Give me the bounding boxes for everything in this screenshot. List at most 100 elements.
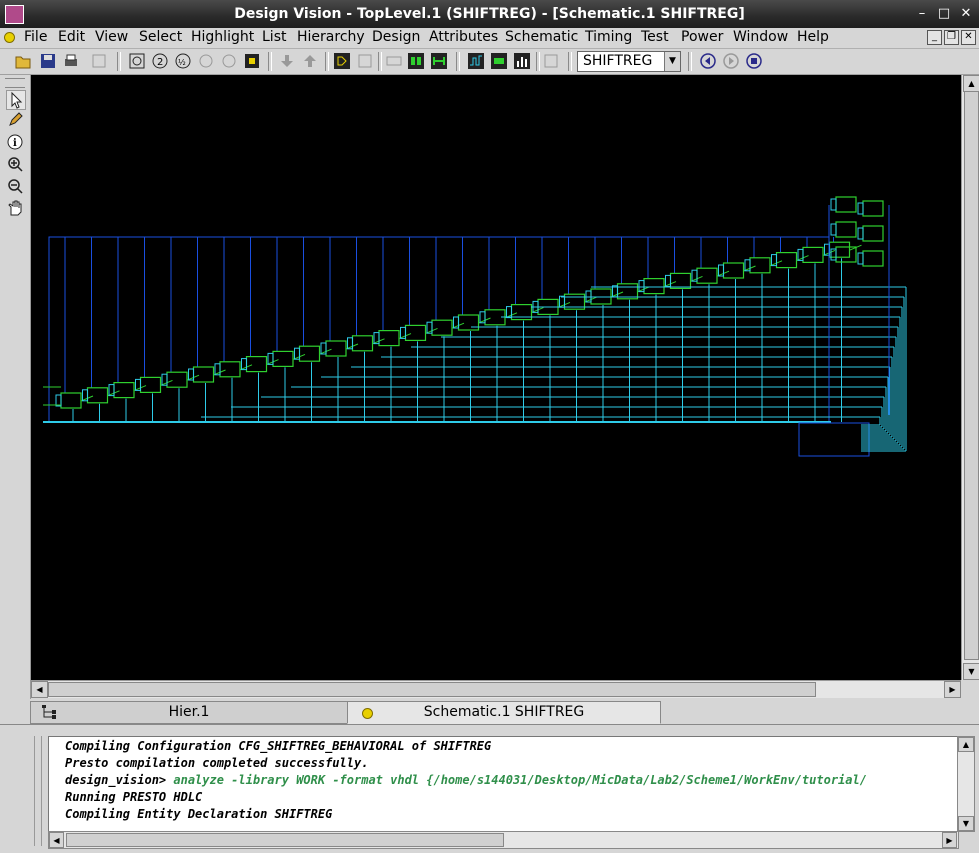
zoom-in-icon[interactable] [6, 155, 24, 173]
toolbar-separator [117, 52, 121, 71]
scroll-up-icon[interactable]: ▲ [958, 737, 974, 752]
scroll-thumb[interactable] [66, 833, 504, 847]
mdi-restore-button[interactable]: ❐ [944, 30, 959, 45]
back-icon[interactable] [699, 52, 717, 70]
schematic-cells-icon[interactable] [430, 52, 448, 70]
zoom-out-icon[interactable] [6, 177, 24, 195]
menu-test[interactable]: Test [641, 29, 669, 45]
menu-help[interactable]: Help [797, 29, 829, 45]
open-folder-icon[interactable] [14, 52, 32, 70]
menu-attributes[interactable]: Attributes [429, 29, 499, 45]
menu-timing[interactable]: Timing [585, 29, 633, 45]
menu-schematic[interactable]: Schematic [505, 29, 579, 45]
console-vertical-scrollbar[interactable]: ▲ ▼ [957, 736, 975, 832]
schematic-drawing[interactable] [31, 75, 961, 680]
path-schematic-icon[interactable] [490, 52, 508, 70]
scroll-down-icon[interactable]: ▼ [958, 816, 974, 831]
menu-bar: File Edit View Select Highlight List Hie… [0, 28, 979, 49]
print-icon[interactable] [62, 52, 80, 70]
flip-flop-cell [245, 356, 268, 373]
scroll-up-icon[interactable]: ▲ [963, 75, 979, 92]
flip-flop-port [506, 306, 512, 319]
hier-view-icon [386, 56, 402, 66]
close-button[interactable]: ✕ [960, 6, 972, 21]
zoom-select-icon[interactable] [243, 52, 261, 70]
scroll-left-icon[interactable]: ◀ [49, 832, 64, 848]
histogram-icon[interactable] [513, 52, 531, 70]
schematic-view-icon[interactable] [407, 52, 425, 70]
menu-hierarchy[interactable]: Hierarchy [297, 29, 365, 45]
pop-up-icon [304, 55, 316, 67]
pencil-icon[interactable] [6, 111, 24, 129]
console-output[interactable]: Compiling Configuration CFG_SHIFTREG_BEH… [48, 736, 959, 832]
menu-highlight[interactable]: Highlight [191, 29, 255, 45]
flip-flop-port [638, 280, 645, 293]
flip-flop-cell [272, 350, 294, 367]
zoom-previous-icon [199, 54, 213, 68]
toolbar-separator [325, 52, 329, 71]
output-port [830, 198, 837, 211]
menu-file[interactable]: File [24, 29, 48, 45]
flip-flop-port [214, 363, 221, 376]
output-cell [835, 196, 857, 213]
flip-flop-cell [166, 371, 188, 388]
info-icon[interactable]: i [6, 133, 24, 151]
menu-list[interactable]: List [262, 29, 287, 45]
scroll-right-icon[interactable]: ▶ [942, 832, 957, 848]
view-tabs: Hier.1 Schematic.1 SHIFTREG [0, 699, 979, 725]
menu-design[interactable]: Design [372, 29, 421, 45]
minimize-button[interactable]: – [918, 6, 926, 21]
menu-select[interactable]: Select [139, 29, 183, 45]
flip-flop-port [373, 332, 380, 345]
flip-flop-cell [86, 387, 109, 404]
chevron-down-icon[interactable]: ▼ [664, 52, 680, 71]
flip-flop-port [267, 352, 274, 365]
schematic-vertical-scrollbar[interactable]: ▲ ▼ [961, 75, 979, 680]
select-arrow-icon[interactable] [6, 90, 26, 110]
flip-flop-cell [351, 335, 374, 352]
tab-schematic[interactable]: Schematic.1 SHIFTREG [347, 701, 661, 724]
scroll-left-icon[interactable]: ◀ [31, 681, 48, 698]
toolbar-separator [688, 52, 692, 71]
schematic-horizontal-scrollbar[interactable]: ◀ ▶ [31, 680, 961, 698]
timing-report-icon[interactable] [467, 52, 485, 70]
flip-flop-port [426, 321, 433, 334]
schematic-canvas[interactable] [31, 75, 961, 680]
design-select-dropdown[interactable]: SHIFTREG ▼ [577, 51, 681, 72]
zoom-half-icon[interactable]: ½ [174, 52, 192, 70]
menu-power[interactable]: Power [681, 29, 724, 45]
save-icon[interactable] [39, 52, 57, 70]
flip-flop-cell [378, 330, 400, 347]
flip-flop-cell [643, 278, 665, 295]
console-command: analyze -library WORK -format vhdl {/hom… [166, 773, 867, 787]
pan-hand-icon[interactable] [6, 199, 24, 217]
zoom-2-icon[interactable]: 2 [151, 52, 169, 70]
flip-flop-cell [722, 262, 745, 279]
flip-flop-cell [802, 246, 824, 263]
maximize-button[interactable]: □ [937, 6, 951, 21]
output-port [830, 248, 837, 261]
flip-flop-port [161, 373, 168, 386]
scroll-down-icon[interactable]: ▼ [963, 663, 979, 680]
palette-grip [5, 78, 25, 88]
flip-flop-port [400, 326, 406, 339]
tab-hier[interactable]: Hier.1 [30, 701, 348, 724]
menu-edit[interactable]: Edit [58, 29, 86, 45]
flip-flop-port [453, 316, 459, 329]
output-port [857, 202, 864, 215]
menu-window[interactable]: Window [733, 29, 789, 45]
zoom-in-icon[interactable] [745, 52, 763, 70]
scroll-thumb[interactable] [48, 682, 816, 697]
symbol-view-icon[interactable] [333, 52, 351, 70]
mdi-minimize-button[interactable]: _ [927, 30, 942, 45]
tab-label: Schematic.1 SHIFTREG [423, 704, 585, 720]
menu-view[interactable]: View [95, 29, 129, 45]
scroll-thumb[interactable] [964, 91, 979, 660]
svg-text:½: ½ [178, 58, 186, 67]
scroll-right-icon[interactable]: ▶ [944, 681, 961, 698]
console-horizontal-scrollbar[interactable]: ◀ ▶ [48, 831, 959, 849]
flip-flop-port [320, 342, 327, 355]
mdi-close-button[interactable]: ✕ [961, 30, 976, 45]
zoom-fit-icon[interactable] [128, 52, 146, 70]
title-bar: Design Vision - TopLevel.1 (SHIFTREG) - … [0, 0, 979, 28]
